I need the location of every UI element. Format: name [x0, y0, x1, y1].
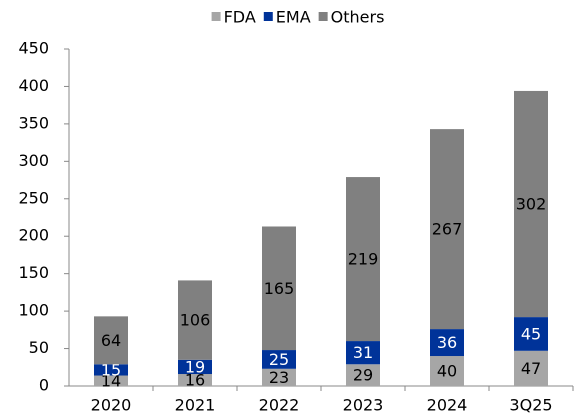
data-label: 267 — [432, 220, 463, 239]
bar-segment — [94, 364, 128, 376]
y-tick-label: 100 — [18, 301, 49, 320]
data-label: 47 — [521, 359, 541, 378]
data-label: 219 — [348, 250, 379, 269]
y-tick-label: 400 — [18, 76, 49, 95]
legend-label: Others — [331, 8, 385, 27]
legend-swatch — [318, 12, 328, 21]
data-label: 302 — [516, 195, 547, 214]
bar-segment — [346, 177, 380, 342]
data-label: 36 — [437, 333, 457, 352]
bar-segment — [514, 317, 548, 351]
data-label: 23 — [269, 368, 289, 387]
bar-segment — [430, 356, 464, 386]
bar-segment — [262, 350, 296, 369]
bar-segment — [514, 90, 548, 318]
bar-segment — [514, 350, 548, 386]
data-label: 16 — [185, 371, 205, 390]
data-label: 14 — [101, 371, 121, 390]
legend-swatch — [211, 12, 221, 21]
bar-segment — [346, 341, 380, 365]
x-tick-label: 2020 — [91, 396, 132, 415]
data-label: 19 — [185, 357, 205, 376]
data-label: 45 — [521, 324, 541, 343]
x-tick-label: 2024 — [427, 396, 468, 415]
y-tick-label: 0 — [39, 376, 49, 395]
data-label: 165 — [264, 279, 295, 298]
bar-segment — [178, 359, 212, 375]
y-tick-label: 200 — [18, 226, 49, 245]
y-tick-label: 50 — [29, 338, 49, 357]
bar-segment — [262, 368, 296, 386]
bar-segment — [430, 129, 464, 330]
x-tick-label: 2022 — [259, 396, 300, 415]
bar-segment — [430, 329, 464, 357]
bar-segment — [94, 316, 128, 365]
data-label: 40 — [437, 362, 457, 381]
data-label: 64 — [101, 331, 121, 350]
y-tick-label: 150 — [18, 263, 49, 282]
legend-label: FDA — [224, 8, 256, 27]
legend-label: EMA — [276, 8, 311, 27]
data-label: 106 — [180, 311, 211, 330]
bar-segment — [94, 375, 128, 386]
y-tick-label: 300 — [18, 151, 49, 170]
y-tick-label: 350 — [18, 113, 49, 132]
y-tick-label: 450 — [18, 39, 49, 58]
bar-segment — [178, 280, 212, 360]
y-tick-label: 250 — [18, 188, 49, 207]
bar-segment — [346, 364, 380, 386]
x-tick-label: 2021 — [175, 396, 216, 415]
data-label: 31 — [353, 343, 373, 362]
x-tick-label: 3Q25 — [509, 396, 552, 415]
bar-segment — [262, 226, 296, 351]
legend-swatch — [263, 12, 273, 21]
data-label: 15 — [101, 360, 121, 379]
x-tick-label: 2023 — [343, 396, 384, 415]
data-label: 25 — [269, 350, 289, 369]
bar-segment — [178, 374, 212, 386]
data-label: 29 — [353, 366, 373, 385]
